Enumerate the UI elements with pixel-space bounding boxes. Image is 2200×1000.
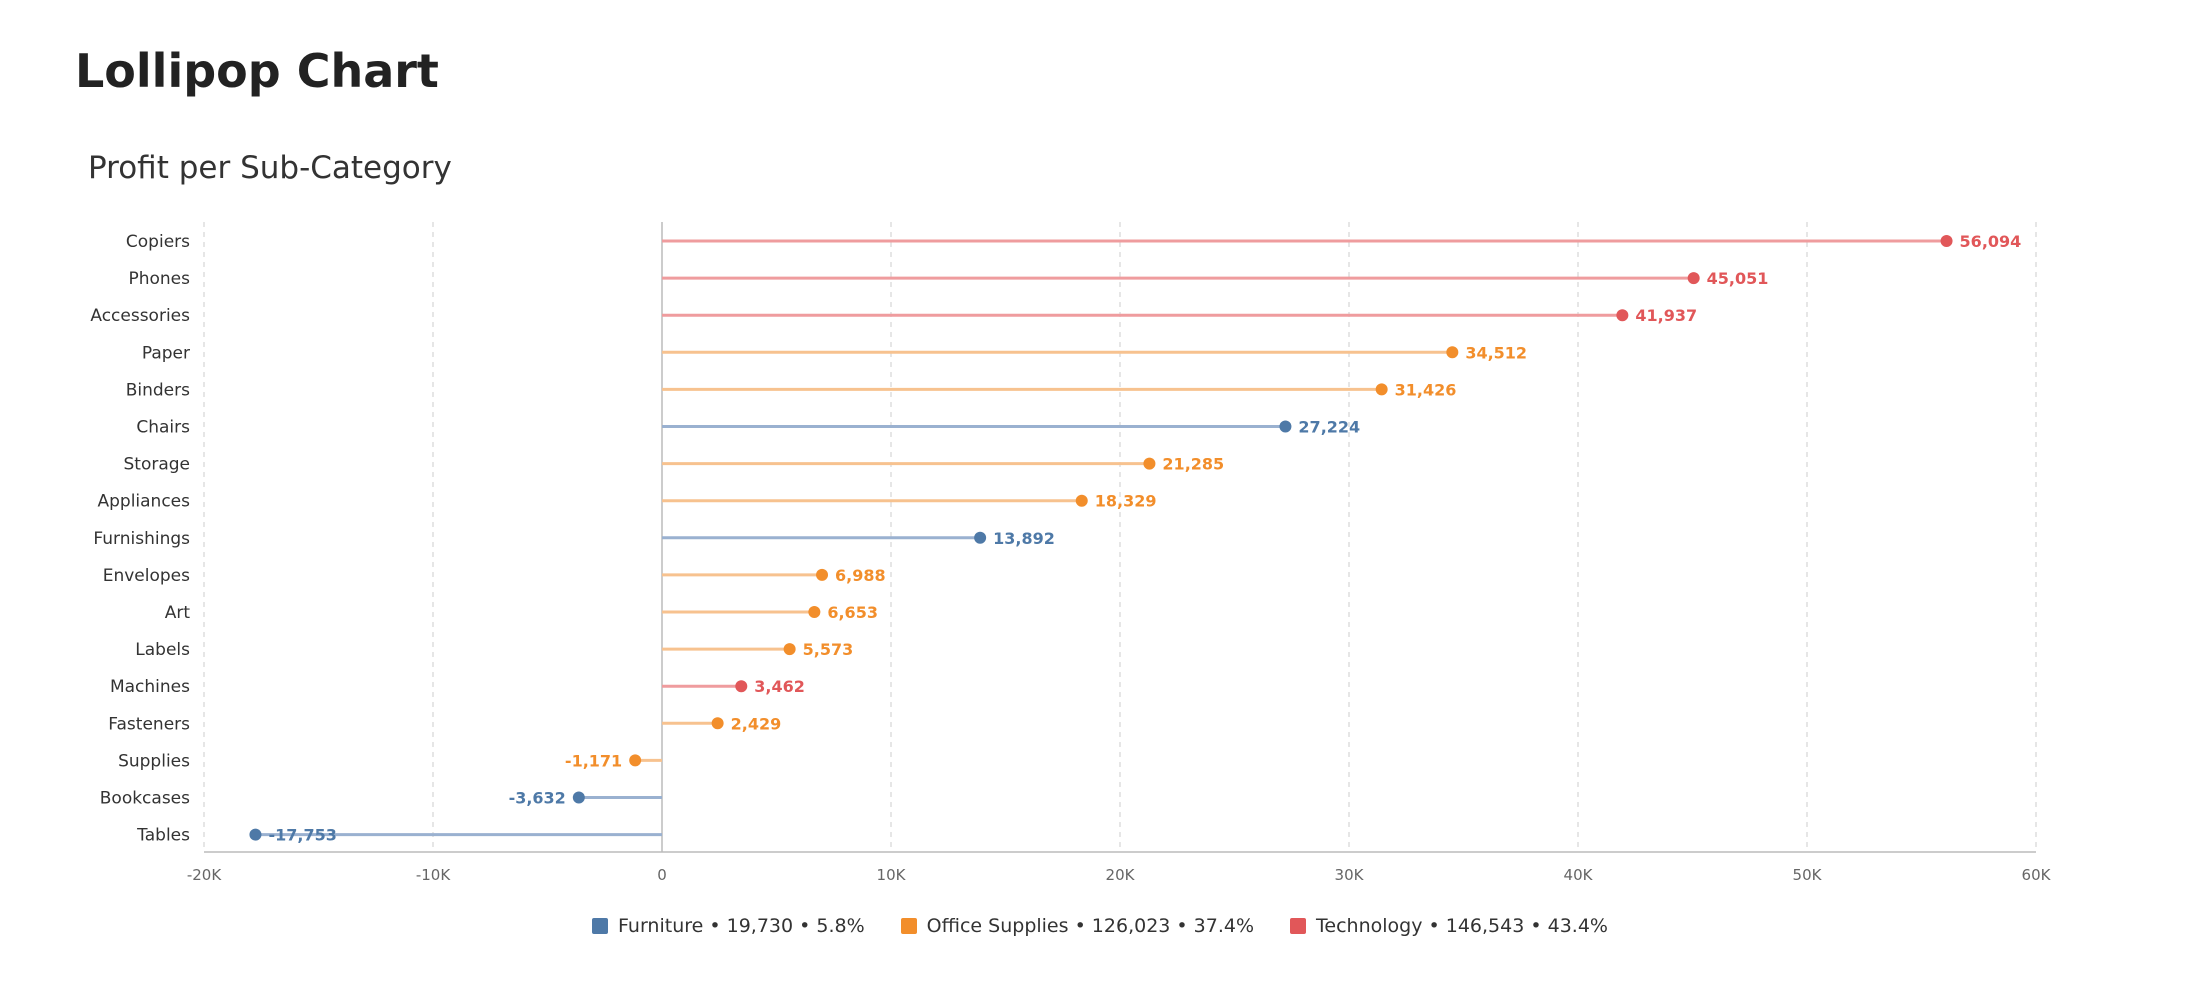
legend-label-furniture: Furniture • 19,730 • 5.8% [618,915,865,937]
dot-furnishings [974,531,987,544]
x-tick-label-60k: 60K [2022,866,2052,884]
category-label-storage: Storage [123,455,190,475]
dot-supplies [629,754,642,767]
value-label-chairs: 27,224 [1298,418,1360,437]
dot-envelopes [816,568,829,581]
x-tick-label-0: 0 [657,866,667,884]
dot-bookcases [572,791,585,804]
value-label-supplies: -1,171 [565,751,622,770]
category-label-binders: Binders [126,380,190,400]
value-label-appliances: 18,329 [1095,492,1157,511]
value-label-copiers: 56,094 [1960,232,2022,251]
legend-swatch-furniture [592,918,609,934]
dot-paper [1446,346,1459,359]
x-tick-label-20k: -20K [187,866,222,884]
legend-swatch-office-supplies [900,918,917,934]
value-label-art: 6,653 [827,603,878,622]
chart-title: Profit per Sub-Category [88,150,452,186]
value-label-envelopes: 6,988 [835,566,886,585]
dot-fasteners [711,717,724,730]
category-label-furnishings: Furnishings [93,529,190,549]
value-label-paper: 34,512 [1465,343,1527,362]
page-title: Lollipop Chart [75,44,439,98]
value-label-binders: 31,426 [1395,380,1457,399]
value-label-accessories: 41,937 [1635,306,1697,325]
value-label-tables: -17,753 [268,826,336,845]
category-label-copiers: Copiers [126,232,190,252]
dot-machines [735,680,748,693]
category-label-phones: Phones [128,269,190,289]
dot-appliances [1075,494,1088,507]
category-label-art: Art [165,603,191,623]
legend-item-technology[interactable]: Technology • 146,543 • 43.4% [1290,915,1608,937]
category-label-accessories: Accessories [90,306,190,326]
category-label-supplies: Supplies [118,751,190,771]
legend-label-office-supplies: Office Supplies • 126,023 • 37.4% [926,915,1255,937]
value-label-labels: 5,573 [803,640,854,659]
category-label-fasteners: Fasteners [108,714,190,734]
value-label-storage: 21,285 [1162,455,1224,474]
dot-labels [783,643,796,656]
value-label-bookcases: -3,632 [509,789,566,808]
dot-phones [1687,272,1700,285]
category-label-labels: Labels [135,640,190,660]
chart-legend: Furniture • 19,730 • 5.8% Office Supplie… [0,915,2200,937]
value-label-phones: 45,051 [1707,269,1769,288]
dot-copiers [1940,235,1953,247]
x-tick-label-10k: 10K [877,866,907,884]
legend-item-furniture[interactable]: Furniture • 19,730 • 5.8% [592,915,865,937]
dot-accessories [1616,309,1629,322]
dot-storage [1143,457,1156,470]
category-label-chairs: Chairs [136,418,190,438]
x-tick-label-50k: 50K [1793,866,1823,884]
x-tick-label-30k: 30K [1335,866,1365,884]
category-label-tables: Tables [136,826,190,846]
category-label-bookcases: Bookcases [100,789,190,809]
legend-item-office-supplies[interactable]: Office Supplies • 126,023 • 37.4% [900,915,1255,937]
category-label-appliances: Appliances [97,492,190,512]
legend-label-technology: Technology • 146,543 • 43.4% [1316,915,1608,937]
category-label-paper: Paper [142,343,190,363]
legend-swatch-technology [1290,918,1307,934]
dot-binders [1375,383,1388,396]
value-label-fasteners: 2,429 [731,714,782,733]
x-tick-label-10k: -10K [416,866,451,884]
dot-art [808,606,821,618]
value-label-furnishings: 13,892 [993,529,1055,548]
dot-tables [249,828,262,841]
x-tick-label-40k: 40K [1564,866,1594,884]
x-tick-label-20k: 20K [1106,866,1136,884]
category-label-envelopes: Envelopes [103,566,190,586]
category-label-machines: Machines [110,677,190,697]
dot-chairs [1279,420,1292,433]
value-label-machines: 3,462 [754,677,805,696]
